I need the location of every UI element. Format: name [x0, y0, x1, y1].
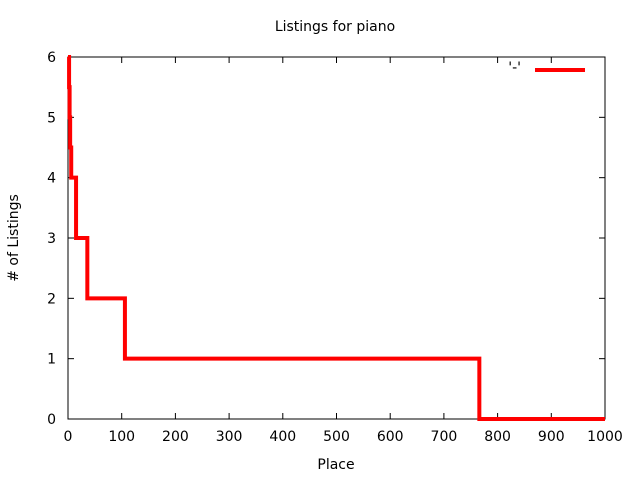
y-tick-label: 0: [47, 412, 56, 428]
y-tick-label: 4: [47, 171, 56, 187]
y-tick-label: 5: [47, 110, 56, 126]
x-tick-label: 1000: [587, 429, 623, 445]
y-tick-label: 6: [47, 50, 56, 66]
chart-title: Listings for piano: [275, 19, 395, 35]
x-tick-label: 200: [162, 429, 189, 445]
x-tick-label: 900: [538, 429, 565, 445]
x-tick-label: 700: [431, 429, 458, 445]
x-axis-label: Place: [317, 457, 354, 473]
x-tick-label: 0: [64, 429, 73, 445]
legend: '-': [508, 60, 585, 76]
plot-frame: [67, 56, 606, 420]
y-axis-label: # of Listings: [6, 194, 22, 282]
x-tick-label: 300: [216, 429, 243, 445]
x-tick-label: 100: [108, 429, 135, 445]
y-axis: 0 1 2 3 4 5 6: [47, 50, 605, 428]
x-axis: 0 100 200 300 400 500 600 700 800 900 1000: [64, 57, 623, 445]
y-tick-label: 3: [47, 231, 56, 247]
legend-label: '-': [508, 60, 521, 76]
y-tick-label: 2: [47, 291, 56, 307]
series-line: [67, 55, 605, 421]
x-tick-label: 500: [323, 429, 350, 445]
x-tick-label: 800: [484, 429, 511, 445]
series-layer: [67, 55, 605, 421]
x-tick-label: 400: [269, 429, 296, 445]
y-tick-label: 1: [47, 352, 56, 368]
x-tick-label: 600: [377, 429, 404, 445]
